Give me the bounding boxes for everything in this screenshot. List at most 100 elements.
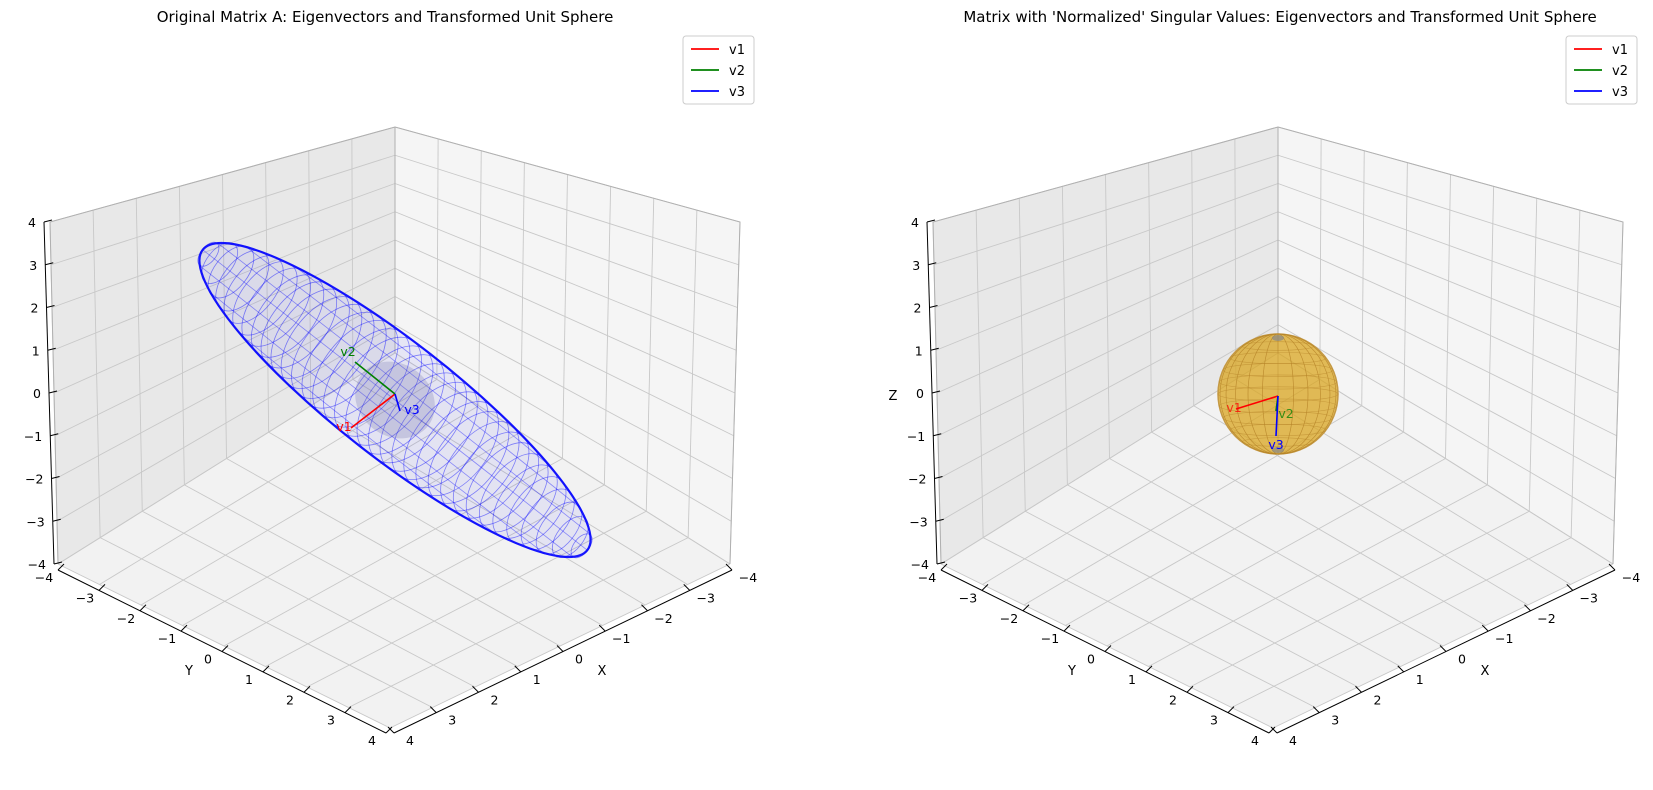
eigenvector-label: v1 (1226, 400, 1241, 415)
x-axis-label: X (1481, 664, 1490, 679)
gridline (975, 210, 984, 538)
z-tick-label: 2 (31, 301, 39, 316)
x-tick (1566, 584, 1574, 591)
z-tick (929, 305, 938, 308)
gridline (1018, 198, 1026, 512)
wireframe-ring (345, 345, 434, 446)
x-tick (1397, 665, 1405, 673)
gridline (92, 210, 101, 538)
gridline (1277, 296, 1616, 479)
x-tick-label: 4 (1289, 733, 1297, 748)
x-axis-label: X (598, 664, 607, 679)
gridline (940, 563, 1274, 729)
wireframe-ring (201, 242, 239, 284)
ellipsoid-outline (198, 241, 592, 559)
eigenvector-v1 (1235, 395, 1279, 410)
y-tick-label: 2 (286, 692, 294, 707)
sphere-meridian (1219, 333, 1337, 455)
y-tick-label: 1 (1128, 672, 1136, 687)
z-tick (52, 518, 61, 522)
z-tick-label: −4 (28, 557, 46, 572)
gridline (389, 563, 731, 729)
wireframe-ring (452, 431, 530, 519)
wireframe-ring (207, 245, 255, 299)
chart-title: Matrix with 'Normalized' Singular Values… (963, 8, 1596, 26)
wireframe-ring (280, 296, 363, 389)
z-tick (926, 219, 936, 223)
wireframe-ring (465, 442, 540, 526)
z-tick (45, 262, 54, 266)
y-tick-label: −2 (117, 611, 135, 626)
x-tick-label: 4 (406, 733, 414, 748)
gridline (1025, 510, 1359, 688)
y-tick-label: 0 (204, 652, 212, 667)
chart-panel-2: Matrix with 'Normalized' Singular Values… (889, 8, 1641, 748)
z-tick (936, 561, 946, 565)
y-axis-label: Y (1067, 664, 1076, 679)
sphere-surface (1217, 333, 1339, 455)
y-tick (1145, 665, 1153, 673)
left-wall-pane (933, 127, 1278, 564)
gridline (1106, 458, 1446, 647)
y-tick (385, 726, 393, 734)
y-tick (344, 706, 352, 713)
gridline (936, 239, 1279, 394)
sphere-parallel (1218, 374, 1338, 390)
gridline (1277, 267, 1617, 437)
z-axis-label: Z (889, 389, 898, 404)
wireframe-ring (479, 453, 549, 533)
gridline (54, 267, 396, 437)
z-tick (935, 518, 944, 522)
gridline (939, 324, 1279, 522)
x-tick-label: 2 (1374, 692, 1382, 707)
wireframe-ring (368, 363, 456, 464)
y-axis-label: Y (184, 664, 193, 679)
y-tick-label: 4 (1251, 733, 1259, 748)
gridline (937, 267, 1279, 437)
x-tick-label: −1 (612, 631, 630, 646)
x-tick-label: 2 (491, 692, 499, 707)
z-tick-label: 3 (912, 258, 920, 273)
gridline (394, 239, 736, 394)
gridline (57, 563, 391, 729)
z-tick-label: −2 (25, 472, 43, 487)
gridline (1277, 324, 1615, 522)
gridline (1189, 510, 1530, 688)
wireframe-ring (403, 391, 489, 489)
wireframe-ring (197, 241, 220, 267)
x-tick (514, 665, 522, 673)
y-tick (1186, 685, 1194, 693)
z-tick-label: 1 (915, 343, 923, 358)
z-tick (933, 433, 942, 437)
wireframe-line (294, 266, 550, 466)
y-tick-label: −3 (959, 590, 977, 605)
gridline (57, 352, 396, 565)
ellipsoid-surface (197, 241, 593, 559)
z-tick-label: −3 (909, 514, 927, 529)
y-tick (1104, 645, 1112, 652)
x-tick (429, 706, 437, 713)
sphere-parallel (1241, 437, 1315, 447)
gridline (394, 267, 734, 437)
gridline (56, 324, 396, 522)
z-tick (930, 347, 939, 351)
legend-label: v2 (1612, 64, 1628, 79)
right-wall-pane (395, 127, 740, 564)
x-tick (725, 563, 733, 571)
chart-title: Original Matrix A: Eigenvectors and Tran… (157, 8, 614, 26)
gridline (1528, 198, 1538, 512)
x-tick-label: 1 (1416, 672, 1424, 687)
y-tick (262, 665, 270, 673)
gridline (394, 352, 731, 565)
gridline (687, 210, 698, 538)
y-tick-label: 1 (245, 672, 253, 687)
z-tick-label: 3 (29, 258, 37, 273)
z-tick (51, 476, 60, 479)
x-tick (1524, 604, 1531, 612)
x-tick-label: −3 (697, 590, 715, 605)
x-tick (1608, 563, 1616, 571)
z-tick-label: 0 (916, 386, 924, 401)
gridline (1148, 484, 1488, 667)
y-tick-label: 4 (368, 733, 376, 748)
